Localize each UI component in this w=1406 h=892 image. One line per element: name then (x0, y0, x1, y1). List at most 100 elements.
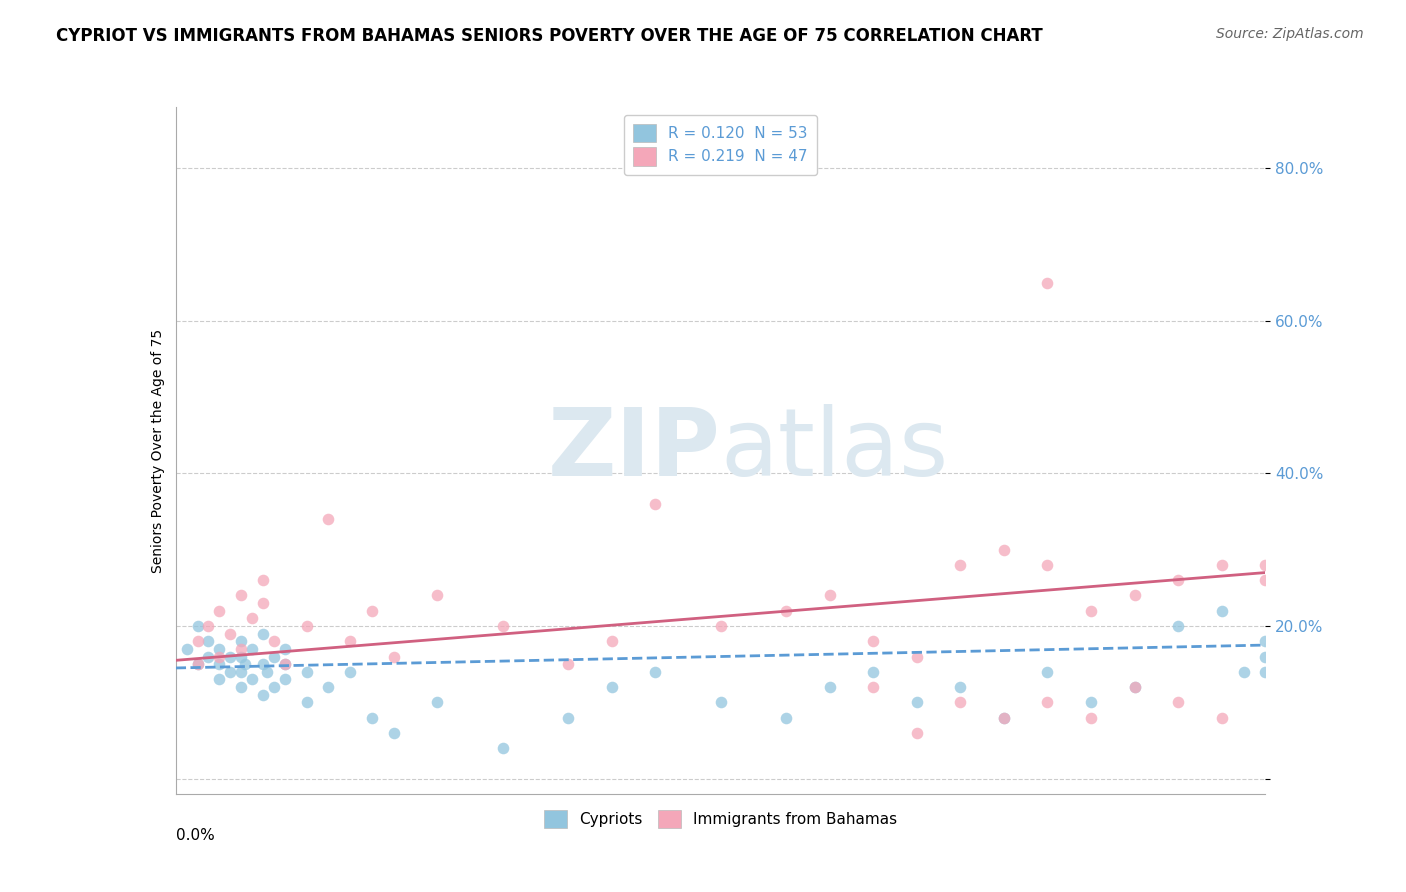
Point (318, 680, 340, 694)
Point (818, 589, 841, 603)
Point (1254, 665, 1277, 679)
Point (557, 657, 579, 672)
Point (1232, 665, 1256, 679)
Point (862, 634, 884, 648)
Point (295, 665, 318, 679)
Point (252, 657, 274, 672)
Point (197, 634, 219, 648)
Point (1080, 604, 1102, 618)
Point (993, 710, 1015, 724)
Point (1254, 558, 1277, 572)
Point (862, 665, 884, 679)
Point (382, 726, 405, 740)
Text: 0.0%: 0.0% (176, 828, 215, 843)
Point (274, 673, 297, 687)
Point (1211, 710, 1233, 724)
Point (208, 649, 231, 664)
Point (197, 649, 219, 664)
Point (1167, 573, 1189, 587)
Point (263, 680, 285, 694)
Text: CYPRIOT VS IMMIGRANTS FROM BAHAMAS SENIORS POVERTY OVER THE AGE OF 75 CORRELATIO: CYPRIOT VS IMMIGRANTS FROM BAHAMAS SENIO… (56, 27, 1043, 45)
Point (1036, 276, 1059, 290)
Legend: Cypriots, Immigrants from Bahamas: Cypriots, Immigrants from Bahamas (538, 804, 903, 834)
Point (818, 680, 841, 694)
Point (492, 741, 515, 756)
Point (1254, 634, 1277, 648)
Point (274, 657, 297, 672)
Point (862, 680, 884, 694)
Point (1036, 665, 1059, 679)
Point (644, 665, 666, 679)
Point (219, 649, 242, 664)
Point (208, 641, 231, 656)
Point (1254, 573, 1277, 587)
Point (231, 680, 253, 694)
Point (557, 710, 579, 724)
Y-axis label: Seniors Poverty Over the Age of 75: Seniors Poverty Over the Age of 75 (150, 328, 165, 573)
Point (186, 657, 209, 672)
Point (1167, 619, 1189, 633)
Point (231, 665, 253, 679)
Point (240, 641, 263, 656)
Point (1211, 558, 1233, 572)
Text: atlas: atlas (721, 404, 949, 497)
Point (1036, 695, 1059, 709)
Point (492, 619, 515, 633)
Point (1080, 695, 1102, 709)
Point (231, 641, 253, 656)
Point (274, 657, 297, 672)
Point (993, 542, 1015, 557)
Point (318, 512, 340, 526)
Point (360, 710, 382, 724)
Point (426, 589, 449, 603)
Point (186, 634, 209, 648)
Point (219, 626, 242, 640)
Point (252, 573, 274, 587)
Point (295, 619, 318, 633)
Point (1123, 589, 1146, 603)
Point (263, 649, 285, 664)
Point (905, 695, 928, 709)
Point (208, 673, 231, 687)
Point (1080, 710, 1102, 724)
Point (235, 657, 257, 672)
Point (993, 710, 1015, 724)
Point (1211, 604, 1233, 618)
Point (240, 673, 263, 687)
Text: ZIP: ZIP (548, 404, 721, 497)
Point (252, 626, 274, 640)
Point (256, 665, 278, 679)
Point (231, 649, 253, 664)
Point (263, 634, 285, 648)
Point (208, 657, 231, 672)
Point (905, 649, 928, 664)
Point (710, 619, 733, 633)
Point (600, 634, 623, 648)
Point (426, 695, 449, 709)
Point (231, 589, 253, 603)
Point (644, 497, 666, 511)
Point (1167, 695, 1189, 709)
Point (905, 726, 928, 740)
Point (208, 604, 231, 618)
Point (949, 695, 972, 709)
Point (252, 596, 274, 610)
Point (186, 657, 209, 672)
Point (295, 695, 318, 709)
Point (274, 641, 297, 656)
Point (382, 649, 405, 664)
Point (219, 665, 242, 679)
Point (339, 634, 361, 648)
Point (360, 604, 382, 618)
Point (339, 665, 361, 679)
Point (949, 680, 972, 694)
Text: Source: ZipAtlas.com: Source: ZipAtlas.com (1216, 27, 1364, 41)
Point (176, 641, 198, 656)
Point (775, 710, 797, 724)
Point (1036, 558, 1059, 572)
Point (231, 634, 253, 648)
Point (600, 680, 623, 694)
Point (186, 619, 209, 633)
Point (949, 558, 972, 572)
Point (1254, 649, 1277, 664)
